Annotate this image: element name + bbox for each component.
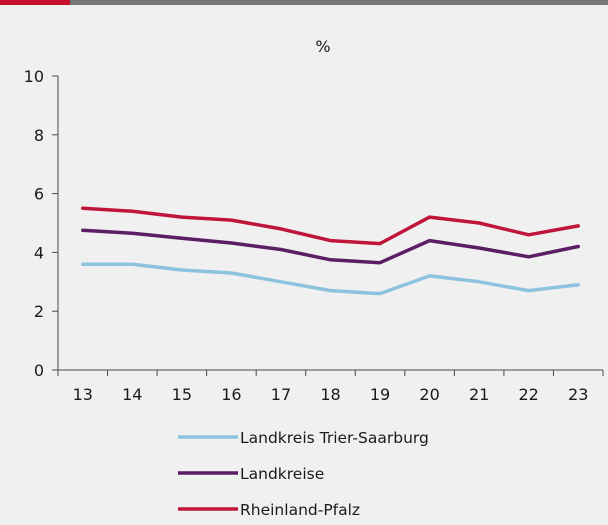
x-tick-label: 19 xyxy=(370,385,390,404)
x-tick-label: 14 xyxy=(122,385,142,404)
x-tick-label: 20 xyxy=(419,385,439,404)
x-tick-label: 18 xyxy=(320,385,340,404)
y-tick-label: 10 xyxy=(24,67,44,86)
top-accent-bar xyxy=(0,0,70,5)
top-rule xyxy=(0,0,608,5)
y-tick-label: 4 xyxy=(34,243,44,262)
x-tick-label: 23 xyxy=(568,385,588,404)
legend-label-1: Landkreis Trier-Saarburg xyxy=(240,429,429,447)
x-tick-label: 13 xyxy=(73,385,93,404)
y-tick-label: 2 xyxy=(34,302,44,321)
unit-label: % xyxy=(315,37,330,56)
series-lines xyxy=(81,206,580,296)
x-tick-label: 22 xyxy=(519,385,539,404)
legend: Landkreis Trier-Saarburg Landkreise Rheinl… xyxy=(178,429,429,519)
y-tick-label: 0 xyxy=(34,361,44,380)
series-line-2 xyxy=(81,228,580,265)
x-tick-label: 16 xyxy=(221,385,241,404)
series-line-1 xyxy=(81,262,580,296)
x-tick-label: 15 xyxy=(172,385,192,404)
legend-label-3: Rheinland-Pfalz xyxy=(240,501,360,519)
axes: 0 2 4 6 8 10 13 14 15 16 17 18 19 20 21 22 23 xyxy=(24,67,604,404)
legend-label-2: Landkreise xyxy=(240,465,324,483)
x-tick-label: 21 xyxy=(469,385,489,404)
y-tick-label: 8 xyxy=(34,126,44,145)
x-tick-label: 17 xyxy=(271,385,291,404)
series-line-3 xyxy=(81,206,580,246)
y-tick-label: 6 xyxy=(34,185,44,204)
